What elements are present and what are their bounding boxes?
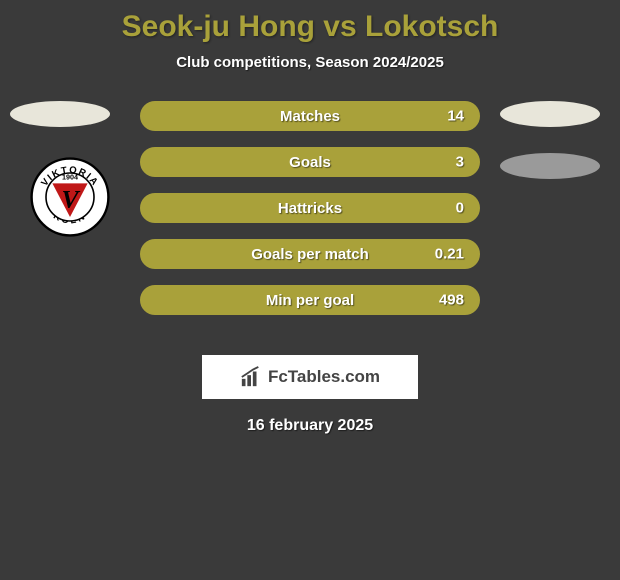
stat-label: Goals xyxy=(289,154,331,171)
stat-row-goals-per-match: Goals per match 0.21 xyxy=(140,239,480,269)
stat-value: 3 xyxy=(456,154,464,171)
stat-row-min-per-goal: Min per goal 498 xyxy=(140,285,480,315)
stat-value: 14 xyxy=(447,108,464,125)
page-title: Seok-ju Hong vs Lokotsch xyxy=(0,0,620,44)
stat-label: Matches xyxy=(280,108,340,125)
svg-text:1904: 1904 xyxy=(62,172,78,181)
stat-value: 0 xyxy=(456,200,464,217)
branding-box: FcTables.com xyxy=(202,355,418,399)
stat-value: 498 xyxy=(439,292,464,309)
stat-label: Min per goal xyxy=(266,292,354,309)
svg-text:V: V xyxy=(61,184,80,213)
comparison-panel: VIKTORIA KÖLN 1904 V Matches 14 Goals 3 … xyxy=(0,101,620,341)
chart-icon xyxy=(240,366,262,388)
stat-row-goals: Goals 3 xyxy=(140,147,480,177)
player-left-placeholder xyxy=(10,101,110,127)
club-badge-icon: VIKTORIA KÖLN 1904 V xyxy=(30,157,110,237)
stat-value: 0.21 xyxy=(435,246,464,263)
club-badge: VIKTORIA KÖLN 1904 V xyxy=(30,157,110,237)
player-right-placeholder-1 xyxy=(500,101,600,127)
stat-row-matches: Matches 14 xyxy=(140,101,480,131)
stat-row-hattricks: Hattricks 0 xyxy=(140,193,480,223)
stat-label: Goals per match xyxy=(251,246,369,263)
branding-text: FcTables.com xyxy=(268,367,380,387)
stat-label: Hattricks xyxy=(278,200,342,217)
footer-date: 16 february 2025 xyxy=(0,417,620,435)
stat-rows: Matches 14 Goals 3 Hattricks 0 Goals per… xyxy=(140,101,480,331)
page-subtitle: Club competitions, Season 2024/2025 xyxy=(0,54,620,71)
player-right-placeholder-2 xyxy=(500,153,600,179)
